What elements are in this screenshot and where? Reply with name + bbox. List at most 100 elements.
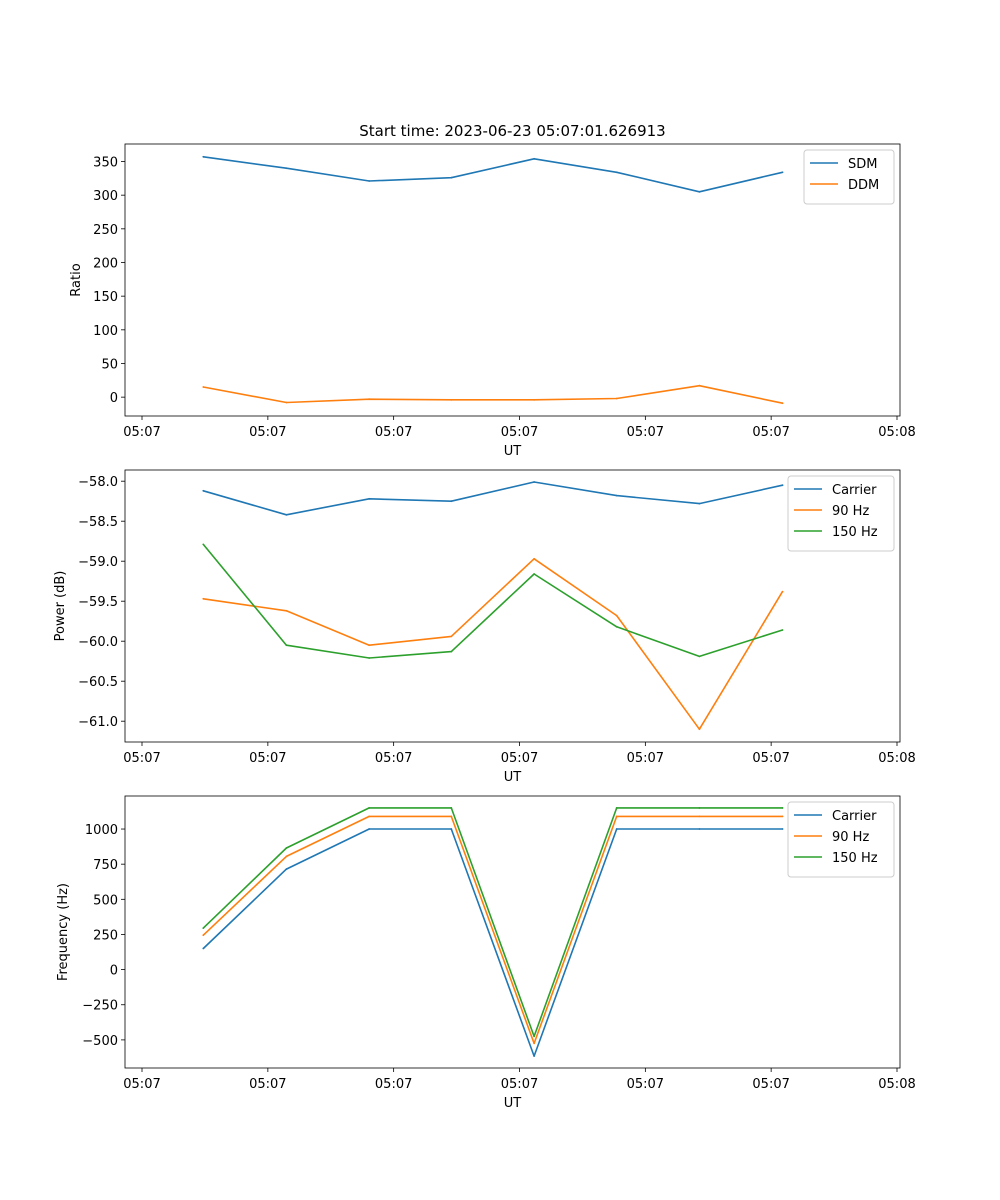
- legend-label: 150 Hz: [832, 525, 878, 540]
- subplot-3: 05:07 05:07 05:07 05:07 05:07 05:07 05:08 −500 −…: [56, 795, 916, 1111]
- data-point: [615, 828, 618, 830]
- data-point: [615, 815, 618, 818]
- data-point: [781, 590, 784, 593]
- data-point: [450, 398, 453, 401]
- y-tick-label: −250: [82, 999, 118, 1014]
- data-point: [698, 384, 701, 387]
- y-tick-label: 500: [93, 893, 118, 908]
- data-point: [368, 180, 371, 182]
- y-tick-label: −60.5: [78, 675, 118, 690]
- data-point: [285, 644, 288, 647]
- data-point: [202, 543, 205, 546]
- y-axis-label: Power (dB): [53, 571, 68, 642]
- series-line-150-hz: [202, 807, 783, 1038]
- x-tick-label: 05:07: [249, 425, 286, 440]
- data-point: [781, 171, 784, 174]
- axes-frame: [124, 143, 901, 417]
- data-point: [450, 635, 453, 638]
- data-point: [285, 167, 288, 170]
- data-point: [698, 807, 701, 809]
- data-point: [285, 609, 288, 612]
- data-point: [450, 828, 453, 830]
- y-tick-label: −59.0: [78, 555, 118, 570]
- y-tick-label: 750: [93, 858, 118, 873]
- x-tick-label: 05:07: [627, 425, 664, 440]
- y-tick-label: 50: [101, 357, 118, 372]
- legend: Carrier 90 Hz 150 Hz: [787, 475, 895, 552]
- data-point: [615, 614, 618, 617]
- data-point: [781, 828, 784, 830]
- data-point: [781, 484, 784, 487]
- y-axis-label: Frequency (Hz): [56, 883, 71, 981]
- data-point: [533, 398, 536, 401]
- y-tick-label: 0: [110, 964, 118, 979]
- data-point: [533, 1042, 536, 1045]
- x-tick-label: 05:07: [375, 751, 412, 766]
- y-tick-label: −60.0: [78, 635, 118, 650]
- data-point: [368, 815, 371, 818]
- data-point: [615, 397, 618, 400]
- data-point: [202, 386, 205, 388]
- data-point: [202, 947, 205, 950]
- axes-frame: [124, 469, 901, 743]
- data-point: [285, 855, 288, 858]
- subplot-2: 05:07 05:07 05:07 05:07 05:07 05:07 05:08 −58.0…: [53, 469, 916, 785]
- y-tick-label: −59.5: [78, 595, 118, 610]
- data-point: [368, 497, 371, 500]
- x-tick-label: 05:07: [123, 1077, 160, 1092]
- x-tick-label: 05:07: [249, 1077, 286, 1092]
- data-point: [781, 629, 784, 631]
- x-axis-label: UT: [504, 770, 522, 785]
- data-point: [450, 815, 453, 818]
- data-point: [533, 557, 536, 560]
- data-point: [285, 513, 288, 516]
- x-axis-label: UT: [504, 444, 522, 459]
- data-point: [368, 828, 371, 830]
- x-tick-label: 05:07: [123, 751, 160, 766]
- legend-box: [787, 475, 895, 552]
- series-line-ddm: [203, 384, 783, 404]
- data-point: [698, 502, 701, 505]
- chart-title: Start time: 2023-06-23 05:07:01.626913: [359, 122, 665, 140]
- data-point: [781, 807, 784, 809]
- y-tick-label: 250: [93, 928, 118, 943]
- data-point: [450, 500, 453, 503]
- x-tick-label: 05:08: [878, 1077, 915, 1092]
- series-line-carrier: [202, 828, 783, 1057]
- data-point: [450, 176, 453, 179]
- x-tick-label: 05:07: [249, 751, 286, 766]
- x-axis-label: UT: [504, 1096, 522, 1111]
- data-point: [698, 815, 701, 818]
- data-point: [450, 807, 453, 809]
- data-point: [368, 398, 371, 401]
- data-point: [533, 573, 536, 575]
- y-tick-label: 350: [93, 156, 118, 171]
- legend-label: DDM: [848, 178, 879, 193]
- y-tick-label: −58.5: [78, 515, 118, 530]
- x-tick-label: 05:07: [627, 751, 664, 766]
- data-point: [202, 934, 205, 937]
- data-point: [533, 1055, 536, 1057]
- data-point: [285, 847, 288, 849]
- subplot-1: Start time: 2023-06-23 05:07:01.626913 05…: [69, 122, 916, 459]
- data-point: [615, 494, 618, 497]
- x-tick-label: 05:07: [752, 425, 789, 440]
- x-tick-label: 05:07: [501, 751, 538, 766]
- data-point: [285, 868, 288, 870]
- y-tick-label: 1000: [85, 823, 118, 838]
- data-point: [368, 657, 371, 659]
- data-point: [368, 644, 371, 647]
- series-line-sdm: [203, 156, 783, 193]
- x-tick-label: 05:07: [752, 1077, 789, 1092]
- y-tick-label: −58.0: [78, 475, 118, 490]
- legend-box: [787, 801, 895, 878]
- y-tick-label: −61.0: [78, 715, 118, 730]
- y-tick-label: 100: [93, 324, 118, 339]
- legend-label: 90 Hz: [832, 504, 869, 519]
- x-tick-label: 05:07: [375, 1077, 412, 1092]
- series-line-carrier: [203, 481, 783, 516]
- data-point: [698, 728, 701, 731]
- legend: SDM DDM: [803, 149, 895, 205]
- x-tick-label: 05:08: [878, 425, 915, 440]
